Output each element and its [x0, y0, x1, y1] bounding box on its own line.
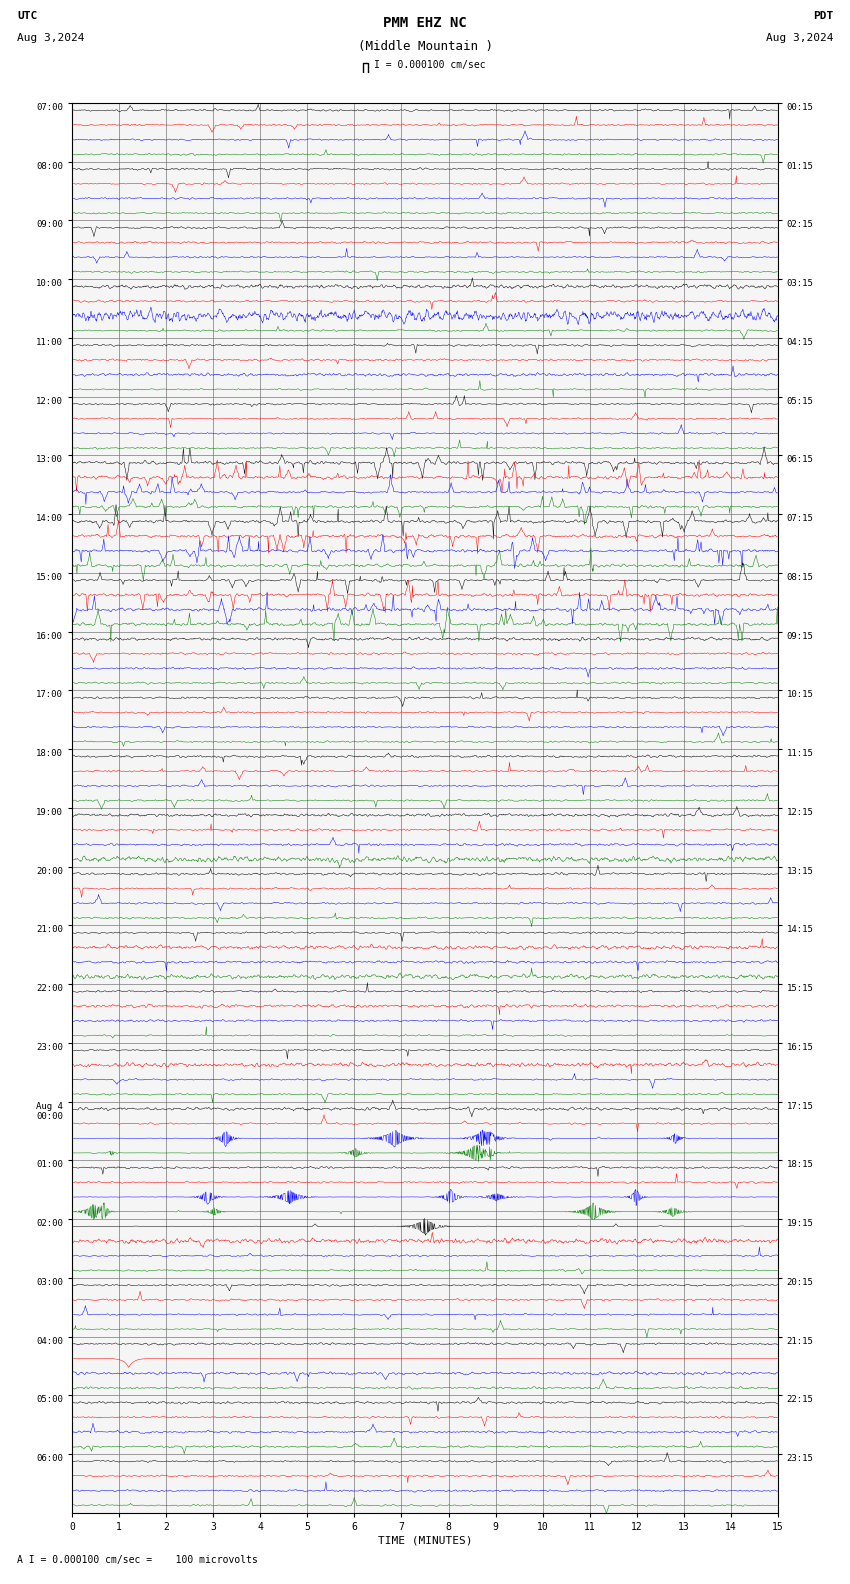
X-axis label: TIME (MINUTES): TIME (MINUTES) — [377, 1536, 473, 1546]
Text: Aug 3,2024: Aug 3,2024 — [766, 33, 833, 43]
Text: (Middle Mountain ): (Middle Mountain ) — [358, 40, 492, 52]
Text: I = 0.000100 cm/sec: I = 0.000100 cm/sec — [374, 60, 485, 70]
Text: PMM EHZ NC: PMM EHZ NC — [383, 16, 467, 30]
Text: PDT: PDT — [813, 11, 833, 21]
Text: UTC: UTC — [17, 11, 37, 21]
Text: Aug 3,2024: Aug 3,2024 — [17, 33, 84, 43]
Text: A I = 0.000100 cm/sec =    100 microvolts: A I = 0.000100 cm/sec = 100 microvolts — [17, 1555, 258, 1565]
